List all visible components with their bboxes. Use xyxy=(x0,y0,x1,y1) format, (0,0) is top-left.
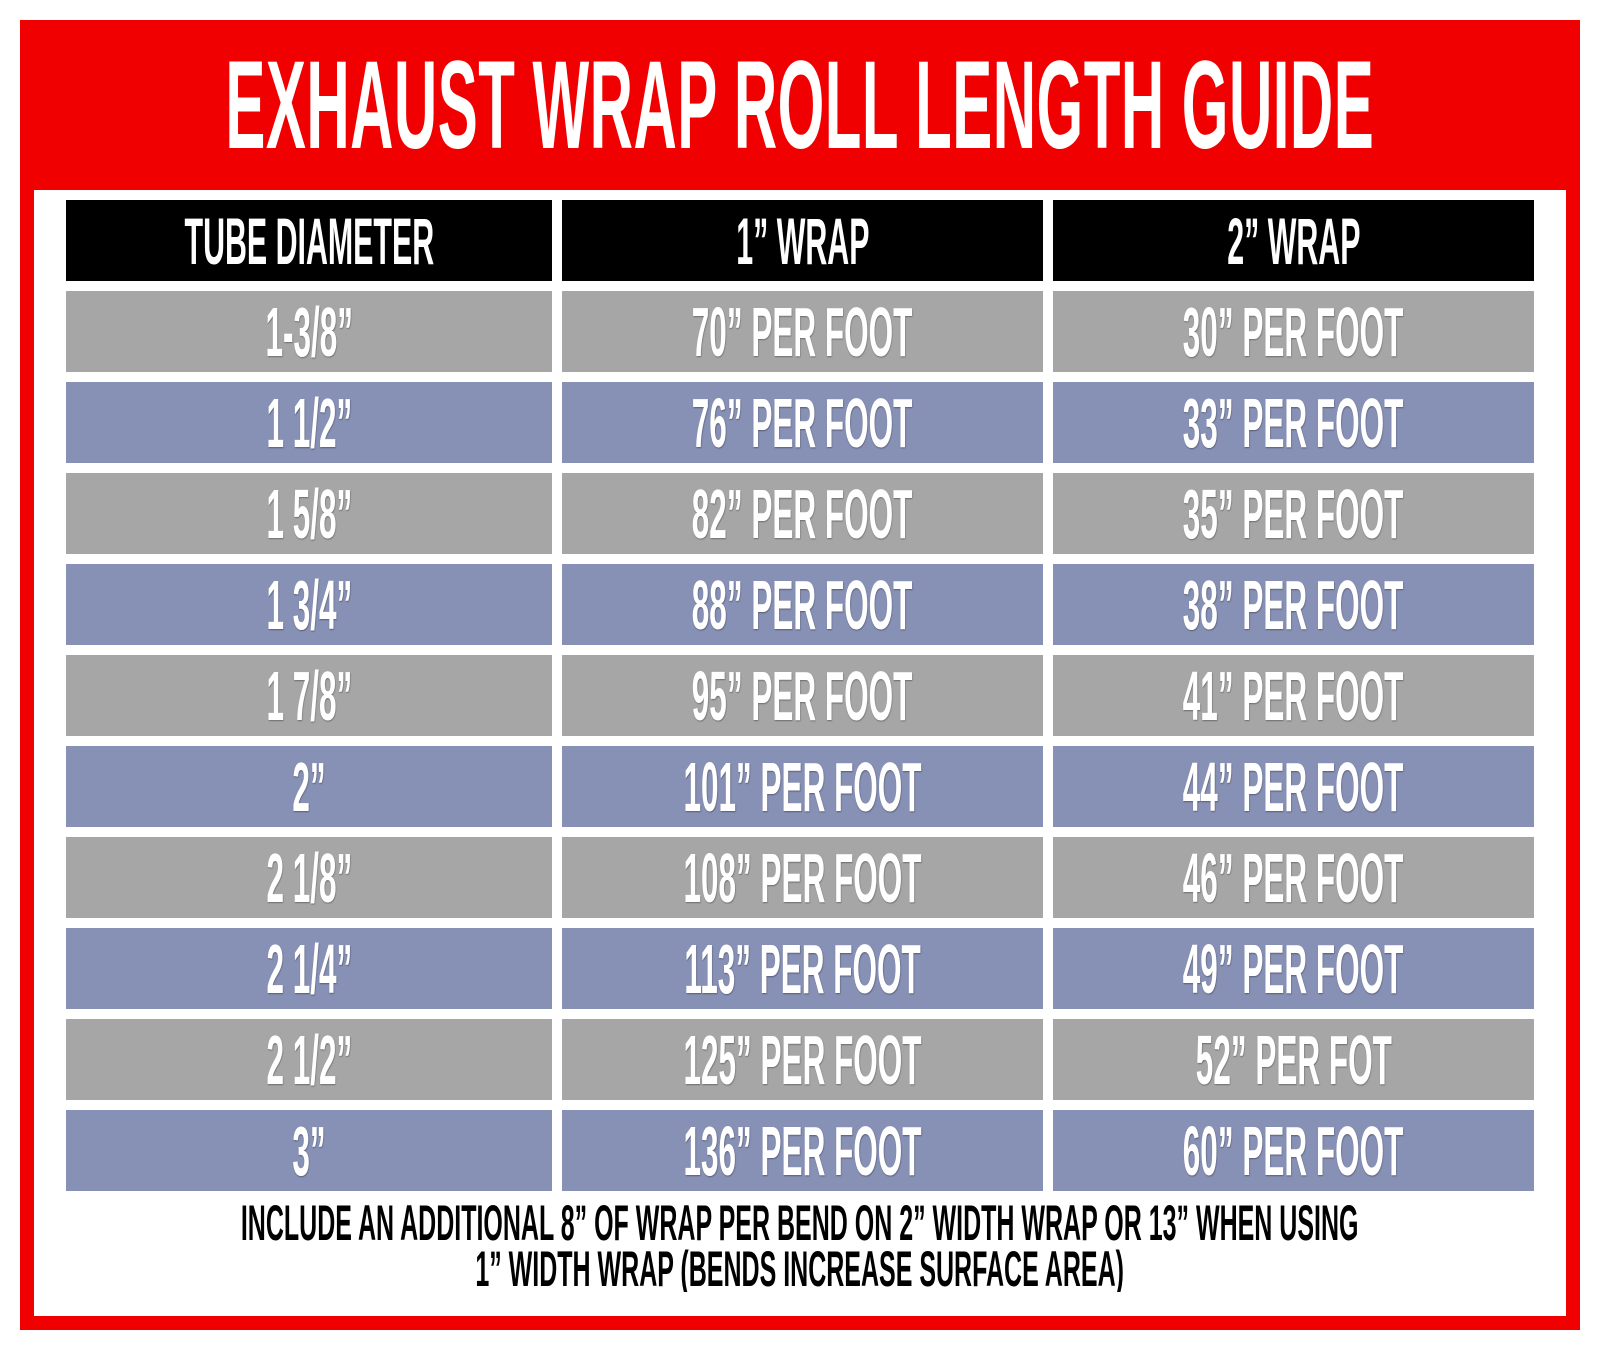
cell: 113” PER FOOT xyxy=(562,928,1043,1009)
table-row: 1-3/8” 70” PER FOOT 30” PER FOOT xyxy=(66,291,1534,372)
table-row: 2 1/4” 113” PER FOOT 49” PER FOOT xyxy=(66,928,1534,1009)
cell: 33” PER FOOT xyxy=(1053,382,1534,463)
cell-text: 60” PER FOOT xyxy=(1183,1111,1404,1190)
cell: 2” WRAP xyxy=(1053,200,1534,281)
cell-text: 1 5/8” xyxy=(266,474,352,553)
cell: 44” PER FOOT xyxy=(1053,746,1534,827)
cell-text: 1” WRAP xyxy=(735,203,870,278)
cell-text: 2” xyxy=(292,747,326,826)
cell: 1-3/8” xyxy=(66,291,552,372)
cell-text: 82” PER FOOT xyxy=(692,474,913,553)
cell-text: 30” PER FOOT xyxy=(1183,292,1404,371)
cell-text: 136” PER FOOT xyxy=(683,1111,922,1190)
cell: 1 1/2” xyxy=(66,382,552,463)
title: EXHAUST WRAP ROLL LENGTH GUIDE xyxy=(225,35,1375,175)
table-row: 1 3/4” 88” PER FOOT 38” PER FOOT xyxy=(66,564,1534,645)
cell: 76” PER FOOT xyxy=(562,382,1043,463)
cell: 38” PER FOOT xyxy=(1053,564,1534,645)
cell-text: 52” PER FOT xyxy=(1195,1020,1392,1099)
table-row: 1 7/8” 95” PER FOOT 41” PER FOOT xyxy=(66,655,1534,736)
cell-text: 76” PER FOOT xyxy=(692,383,913,462)
cell: 46” PER FOOT xyxy=(1053,837,1534,918)
cell-text: 70” PER FOOT xyxy=(692,292,913,371)
cell: 2 1/8” xyxy=(66,837,552,918)
cell-text: 108” PER FOOT xyxy=(683,838,922,917)
cell-text: 113” PER FOOT xyxy=(684,929,921,1008)
cell-text: TUBE DIAMETER xyxy=(184,203,434,278)
red-frame: EXHAUST WRAP ROLL LENGTH GUIDE TUBE DIAM… xyxy=(20,20,1580,1330)
cell-text: 101” PER FOOT xyxy=(683,747,922,826)
cell: 2 1/4” xyxy=(66,928,552,1009)
cell: 1 5/8” xyxy=(66,473,552,554)
cell: 70” PER FOOT xyxy=(562,291,1043,372)
footer-text: 1” WIDTH WRAP (BENDS INCREASE SURFACE AR… xyxy=(475,1246,1125,1292)
cell-text: 38” PER FOOT xyxy=(1183,565,1404,644)
cell: 101” PER FOOT xyxy=(562,746,1043,827)
cell-text: 1 3/4” xyxy=(266,565,352,644)
cell: 30” PER FOOT xyxy=(1053,291,1534,372)
table-row: 1 1/2” 76” PER FOOT 33” PER FOOT xyxy=(66,382,1534,463)
footer-line: INCLUDE AN ADDITIONAL 8” OF WRAP PER BEN… xyxy=(34,1200,1566,1246)
cell-text: 88” PER FOOT xyxy=(692,565,913,644)
cell: 41” PER FOOT xyxy=(1053,655,1534,736)
cell-text: 2 1/4” xyxy=(266,929,352,1008)
footer-note: INCLUDE AN ADDITIONAL 8” OF WRAP PER BEN… xyxy=(34,1200,1566,1292)
cell-text: 1 1/2” xyxy=(266,383,352,462)
title-band: EXHAUST WRAP ROLL LENGTH GUIDE xyxy=(20,20,1580,190)
cell-text: 95” PER FOOT xyxy=(692,656,913,735)
cell: 108” PER FOOT xyxy=(562,837,1043,918)
cell-text: 1-3/8” xyxy=(265,292,353,371)
table-row: 1 5/8” 82” PER FOOT 35” PER FOOT xyxy=(66,473,1534,554)
cell-text: 49” PER FOOT xyxy=(1183,929,1404,1008)
cell-text: 33” PER FOOT xyxy=(1183,383,1404,462)
header-row: TUBE DIAMETER 1” WRAP 2” WRAP xyxy=(66,200,1534,281)
cell: 95” PER FOOT xyxy=(562,655,1043,736)
cell: 35” PER FOOT xyxy=(1053,473,1534,554)
table-row: 2 1/2” 125” PER FOOT 52” PER FOT xyxy=(66,1019,1534,1100)
panel: TUBE DIAMETER 1” WRAP 2” WRAP 1-3/8” 70” PER… xyxy=(34,190,1566,1316)
table-row: 2 1/8” 108” PER FOOT 46” PER FOOT xyxy=(66,837,1534,918)
footer-text: INCLUDE AN ADDITIONAL 8” OF WRAP PER BEN… xyxy=(241,1200,1359,1246)
cell: 1 3/4” xyxy=(66,564,552,645)
cell: 52” PER FOT xyxy=(1053,1019,1534,1100)
cell: TUBE DIAMETER xyxy=(66,200,552,281)
cell-text: 41” PER FOOT xyxy=(1183,656,1404,735)
cell: 2” xyxy=(66,746,552,827)
cell-text: 44” PER FOOT xyxy=(1183,747,1404,826)
cell-text: 2” WRAP xyxy=(1226,203,1361,278)
cell: 49” PER FOOT xyxy=(1053,928,1534,1009)
cell-text: 1 7/8” xyxy=(266,656,352,735)
cell: 1” WRAP xyxy=(562,200,1043,281)
cell-text: 46” PER FOOT xyxy=(1183,838,1404,917)
cell: 88” PER FOOT xyxy=(562,564,1043,645)
cell: 136” PER FOOT xyxy=(562,1110,1043,1191)
table: TUBE DIAMETER 1” WRAP 2” WRAP 1-3/8” 70” PER… xyxy=(66,200,1534,1201)
cell-text: 2 1/2” xyxy=(266,1020,352,1099)
footer-line: 1” WIDTH WRAP (BENDS INCREASE SURFACE AR… xyxy=(34,1246,1566,1292)
cell-text: 35” PER FOOT xyxy=(1183,474,1404,553)
cell: 1 7/8” xyxy=(66,655,552,736)
cell: 82” PER FOOT xyxy=(562,473,1043,554)
cell: 3” xyxy=(66,1110,552,1191)
cell: 60” PER FOOT xyxy=(1053,1110,1534,1191)
cell: 2 1/2” xyxy=(66,1019,552,1100)
table-row: 2” 101” PER FOOT 44” PER FOOT xyxy=(66,746,1534,827)
table-row: 3” 136” PER FOOT 60” PER FOOT xyxy=(66,1110,1534,1191)
cell-text: 3” xyxy=(292,1111,326,1190)
cell-text: 2 1/8” xyxy=(266,838,352,917)
cell: 125” PER FOOT xyxy=(562,1019,1043,1100)
cell-text: 125” PER FOOT xyxy=(683,1020,922,1099)
